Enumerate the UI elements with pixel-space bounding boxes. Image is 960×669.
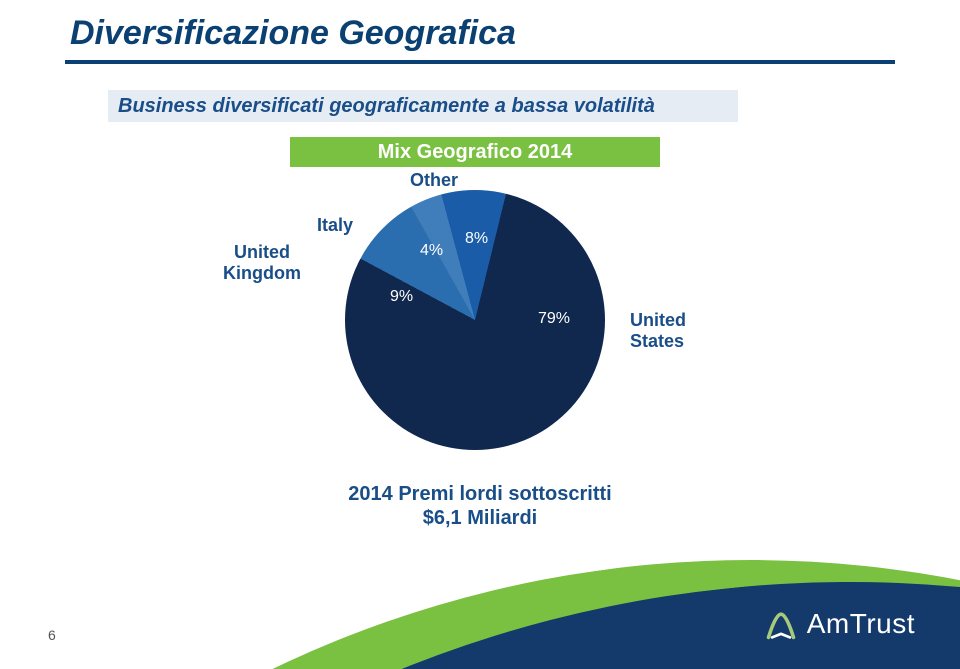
footnote: 2014 Premi lordi sottoscritti $6,1 Milia… — [0, 482, 960, 530]
title-underline — [65, 60, 895, 64]
logo: AmTrust — [763, 607, 915, 641]
slice-value-uk: 9% — [390, 288, 413, 306]
logo-icon — [763, 607, 799, 641]
slice-label-us: UnitedStates — [630, 310, 710, 351]
slice-value-us: 79% — [538, 310, 570, 328]
chart-title-box: Mix Geografico 2014 — [290, 137, 660, 167]
subtitle-box: Business diversificati geograficamente a… — [108, 90, 738, 122]
subtitle-text: Business diversificati geograficamente a… — [118, 95, 655, 118]
footnote-line1: 2014 Premi lordi sottoscritti — [0, 482, 960, 506]
slice-label-italy: Italy — [310, 215, 360, 236]
page-number: 6 — [48, 627, 56, 643]
slice-value-italy: 4% — [420, 242, 443, 260]
chart-title: Mix Geografico 2014 — [378, 141, 573, 164]
logo-text: AmTrust — [807, 608, 915, 640]
slice-value-other: 8% — [465, 230, 488, 248]
page-title: Diversificazione Geografica — [70, 14, 516, 53]
slice-label-uk: UnitedKingdom — [222, 242, 302, 283]
slide: { "title": "Diversificazione Geografica"… — [0, 0, 960, 669]
slice-label-other: Other — [410, 170, 458, 191]
footnote-line2: $6,1 Miliardi — [0, 506, 960, 530]
